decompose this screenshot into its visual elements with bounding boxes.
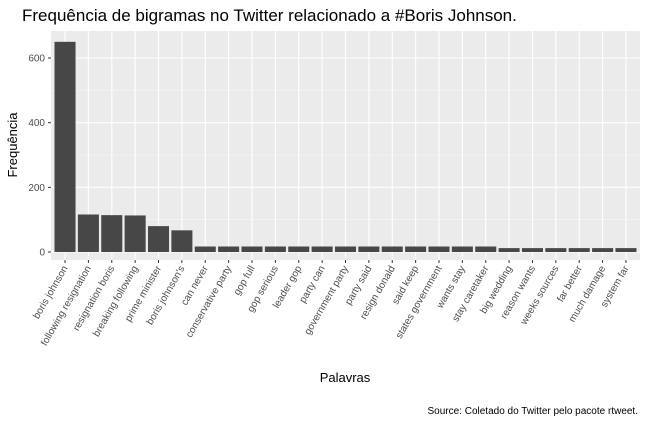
bar — [194, 246, 216, 252]
bar — [101, 215, 123, 252]
bar — [264, 246, 286, 252]
x-tick-label: gop full — [232, 264, 258, 297]
bar — [428, 246, 450, 252]
bar — [475, 246, 497, 252]
y-tick-label: 600 — [28, 54, 45, 65]
bar — [545, 248, 567, 252]
bar — [77, 214, 99, 252]
bar — [124, 215, 146, 252]
source-caption: Source: Coletado do Twitter pelo pacote … — [428, 406, 639, 417]
y-tick-label: 0 — [39, 248, 45, 259]
y-tick-label: 200 — [28, 183, 45, 194]
bar — [358, 246, 380, 252]
bar — [311, 246, 333, 252]
bars — [54, 41, 637, 253]
y-tick-label: 400 — [28, 118, 45, 129]
y-axis-title: Frequência — [5, 112, 20, 178]
bar — [334, 246, 357, 252]
bar — [405, 246, 427, 252]
bar — [171, 230, 193, 252]
bar — [381, 246, 403, 252]
bar — [498, 248, 520, 252]
bar — [241, 246, 263, 252]
x-axis-title: Palavras — [320, 370, 371, 385]
bar — [615, 248, 637, 252]
chart-title: Frequência de bigramas no Twitter relaci… — [22, 6, 517, 25]
bar — [147, 226, 170, 252]
bar — [592, 248, 614, 252]
y-axis: 0 200 400 600 — [28, 54, 51, 259]
bar — [218, 246, 240, 252]
bar — [54, 41, 76, 253]
bar — [568, 248, 590, 252]
bar — [451, 246, 473, 252]
bar — [521, 248, 544, 252]
bar — [288, 246, 310, 252]
